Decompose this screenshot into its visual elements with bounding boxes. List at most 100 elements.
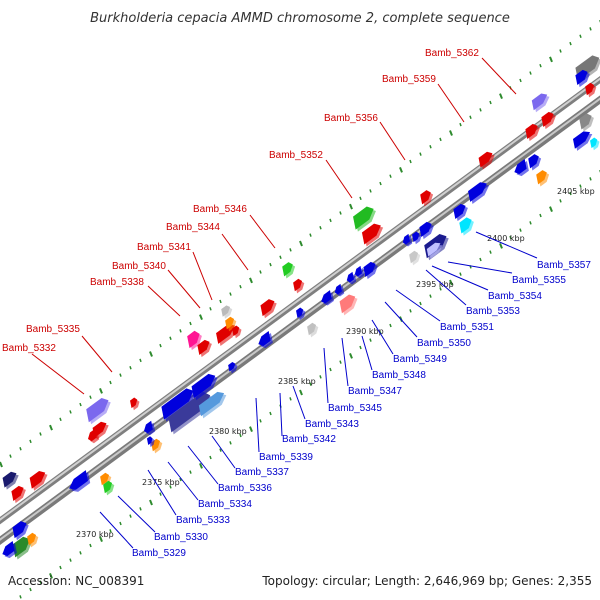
gene-label[interactable]: Bamb_5330 bbox=[154, 532, 208, 543]
gene-arrow[interactable] bbox=[541, 108, 556, 130]
gene-label[interactable]: Bamb_5359 bbox=[382, 74, 436, 85]
tick-mark bbox=[149, 499, 153, 506]
gene-label[interactable]: Bamb_5334 bbox=[198, 499, 252, 510]
gene-label[interactable]: Bamb_5362 bbox=[425, 48, 479, 59]
gene-label[interactable]: Bamb_5355 bbox=[512, 275, 566, 286]
gene-arrow[interactable] bbox=[575, 66, 590, 88]
gene-arrow[interactable] bbox=[420, 186, 434, 207]
tick-mark bbox=[189, 470, 192, 474]
gene-label[interactable]: Bamb_5332 bbox=[2, 343, 56, 354]
tick-mark bbox=[379, 181, 382, 186]
gene-arrow[interactable] bbox=[412, 229, 422, 246]
gene-arrow[interactable] bbox=[528, 150, 542, 171]
gene-label[interactable]: Bamb_5333 bbox=[176, 515, 230, 526]
gene-arrow[interactable] bbox=[257, 330, 273, 352]
gene-arrow[interactable] bbox=[409, 248, 421, 267]
tick-mark bbox=[389, 174, 392, 178]
gene-label[interactable]: Bamb_5343 bbox=[305, 419, 359, 430]
gene-arrow[interactable] bbox=[161, 383, 196, 423]
gene-label[interactable]: Bamb_5352 bbox=[269, 150, 323, 161]
gene-label[interactable]: Bamb_5354 bbox=[488, 291, 542, 302]
gene-arrow[interactable] bbox=[146, 434, 155, 448]
gene-arrow[interactable] bbox=[513, 158, 529, 180]
gene-label[interactable]: Bamb_5335 bbox=[26, 324, 80, 335]
gene-label[interactable]: Bamb_5350 bbox=[417, 338, 471, 349]
gene-arrow[interactable] bbox=[478, 147, 496, 171]
gene-label[interactable]: Bamb_5357 bbox=[537, 260, 591, 271]
gene-label[interactable]: Bamb_5339 bbox=[259, 452, 313, 463]
gene-arrow[interactable] bbox=[363, 258, 378, 280]
gene-arrow[interactable] bbox=[293, 276, 305, 295]
gene-label[interactable]: Bamb_5337 bbox=[235, 467, 289, 478]
gene-arrow[interactable] bbox=[11, 482, 26, 504]
gene-arrow[interactable] bbox=[536, 166, 550, 187]
gene-arrow[interactable] bbox=[197, 336, 212, 358]
gene-arrow[interactable] bbox=[320, 289, 334, 309]
tick-mark bbox=[49, 572, 53, 579]
gene-label[interactable]: Bamb_5349 bbox=[393, 354, 447, 365]
gene-arrow[interactable] bbox=[468, 177, 490, 205]
gene-arrow[interactable] bbox=[590, 135, 600, 152]
gene-arrow[interactable] bbox=[334, 283, 345, 300]
gene-arrow[interactable] bbox=[307, 320, 319, 339]
gene-arrow[interactable] bbox=[525, 120, 540, 142]
gene-arrow[interactable] bbox=[143, 420, 156, 439]
gene-label[interactable]: Bamb_5345 bbox=[328, 403, 382, 414]
tick-mark bbox=[539, 63, 542, 68]
gene-arrow[interactable] bbox=[419, 218, 434, 240]
gene-arrow[interactable] bbox=[426, 238, 444, 259]
gene-arrow[interactable] bbox=[585, 80, 597, 99]
gene-arrow[interactable] bbox=[296, 305, 306, 322]
tick-mark bbox=[549, 56, 553, 63]
gene-arrow[interactable] bbox=[572, 126, 593, 152]
gene-arrow[interactable] bbox=[27, 530, 39, 549]
gene-label[interactable]: Bamb_5338 bbox=[90, 277, 144, 288]
gene-label[interactable]: Bamb_5356 bbox=[324, 113, 378, 124]
gene-arrow[interactable] bbox=[453, 200, 468, 222]
gene-label[interactable]: Bamb_5348 bbox=[372, 370, 426, 381]
gene-arrow[interactable] bbox=[459, 213, 475, 237]
gene-arrow[interactable] bbox=[232, 323, 242, 340]
gene-label[interactable]: Bamb_5346 bbox=[193, 204, 247, 215]
tick-mark bbox=[299, 240, 303, 247]
gene-label[interactable]: Bamb_5351 bbox=[440, 322, 494, 333]
gene-label[interactable]: Bamb_5347 bbox=[348, 386, 402, 397]
gene-arrow[interactable] bbox=[12, 531, 34, 560]
gene-arrow[interactable] bbox=[2, 467, 20, 491]
gene-arrow[interactable] bbox=[579, 109, 595, 133]
gene-label[interactable]: Bamb_5329 bbox=[132, 548, 186, 559]
gene-arrow[interactable] bbox=[68, 469, 91, 497]
gene-arrow[interactable] bbox=[198, 387, 228, 420]
gene-arrow[interactable] bbox=[29, 466, 49, 492]
gene-arrow[interactable] bbox=[402, 233, 413, 250]
tick-mark bbox=[129, 514, 132, 518]
gene-arrow[interactable] bbox=[361, 218, 384, 247]
tick-mark bbox=[149, 351, 153, 357]
gene-arrow[interactable] bbox=[103, 478, 115, 497]
gene-arrow[interactable] bbox=[260, 295, 277, 320]
tick-mark bbox=[469, 115, 472, 120]
gene-arrow[interactable] bbox=[187, 327, 203, 352]
gene-arrow[interactable] bbox=[531, 89, 551, 114]
tick-mark bbox=[289, 397, 292, 401]
gene-arrow[interactable] bbox=[1, 540, 17, 562]
gene-label[interactable]: Bamb_5336 bbox=[218, 483, 272, 494]
gene-arrow[interactable] bbox=[282, 258, 296, 279]
gene-arrow[interactable] bbox=[191, 369, 219, 402]
gene-arrow[interactable] bbox=[353, 201, 377, 233]
gene-arrow[interactable] bbox=[354, 265, 365, 282]
gene-arrow[interactable] bbox=[130, 395, 140, 412]
gene-label[interactable]: Bamb_5342 bbox=[282, 434, 336, 445]
gene-arrow[interactable] bbox=[225, 314, 237, 333]
gene-arrow[interactable] bbox=[12, 517, 29, 542]
gene-label[interactable]: Bamb_5341 bbox=[137, 242, 191, 253]
gene-arrow[interactable] bbox=[339, 290, 359, 317]
gene-arrow[interactable] bbox=[92, 417, 110, 441]
gene-label[interactable]: Bamb_5344 bbox=[166, 222, 220, 233]
gene-label[interactable]: Bamb_5340 bbox=[112, 261, 166, 272]
gene-arrow[interactable] bbox=[228, 359, 238, 375]
gene-label[interactable]: Bamb_5353 bbox=[466, 306, 520, 317]
gene-arrow[interactable] bbox=[221, 302, 233, 320]
gene-arrow[interactable] bbox=[346, 271, 357, 288]
gene-arrow[interactable] bbox=[86, 393, 112, 426]
